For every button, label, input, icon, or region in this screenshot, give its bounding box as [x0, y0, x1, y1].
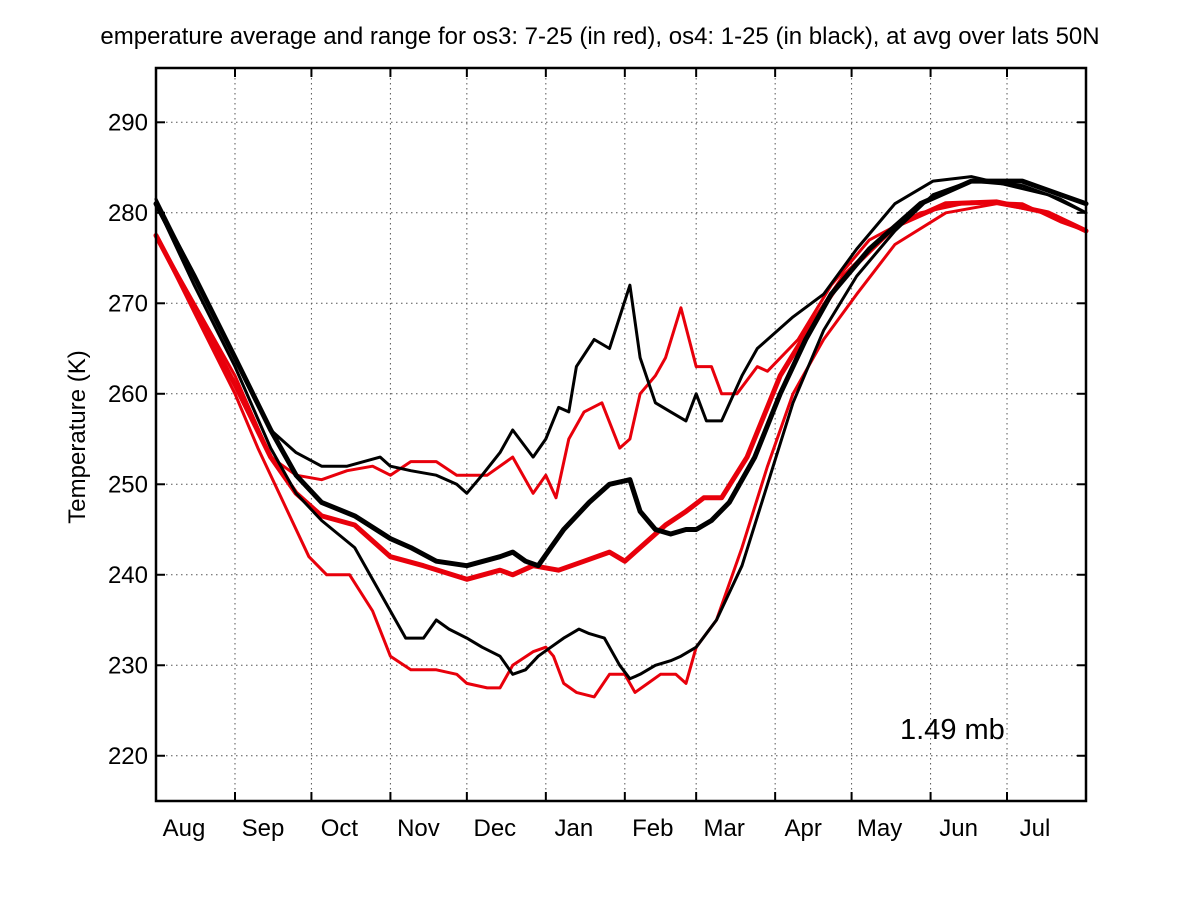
x-tick-label: Sep [242, 815, 285, 842]
y-tick-label: 220 [108, 743, 148, 770]
x-tick-label: Jun [939, 815, 978, 842]
grid-lines [156, 68, 1086, 801]
x-tick-label: Mar [703, 815, 744, 842]
x-tick-label: Oct [321, 815, 359, 842]
os3-min-line [154, 202, 1088, 699]
pressure-level-annotation: 1.49 mb [900, 714, 1005, 746]
x-tick-label: Dec [474, 815, 517, 842]
y-tick-label: 260 [108, 381, 148, 408]
os3-max-line [154, 200, 1088, 500]
x-tick-label: Apr [784, 815, 821, 842]
axis-ticks: 220 230 240 250 260 270 280 290 Aug Sep Oct Nov Dec J… [108, 68, 1086, 842]
series-layer [153, 175, 1089, 699]
y-axis-label: Temperature (K) [64, 350, 91, 523]
x-tick-label: Jan [554, 815, 593, 842]
y-tick-label: 280 [108, 200, 148, 227]
y-tick-label: 270 [108, 290, 148, 317]
y-tick-label: 250 [108, 471, 148, 498]
chart-title: emperature average and range for os3: 7-… [100, 23, 1099, 50]
plot-frame [154, 66, 1088, 803]
x-tick-label: Jul [1020, 815, 1051, 842]
y-tick-label: 230 [108, 652, 148, 679]
x-tick-label: May [857, 815, 902, 842]
x-tick-label: Nov [397, 815, 440, 842]
os4-min-line [154, 179, 1088, 681]
os4-mean-line [153, 178, 1089, 569]
y-tick-label: 290 [108, 109, 148, 136]
x-tick-label: Aug [163, 815, 206, 842]
x-tick-label: Feb [632, 815, 673, 842]
os4-max-line [154, 175, 1088, 495]
y-tick-label: 240 [108, 562, 148, 589]
